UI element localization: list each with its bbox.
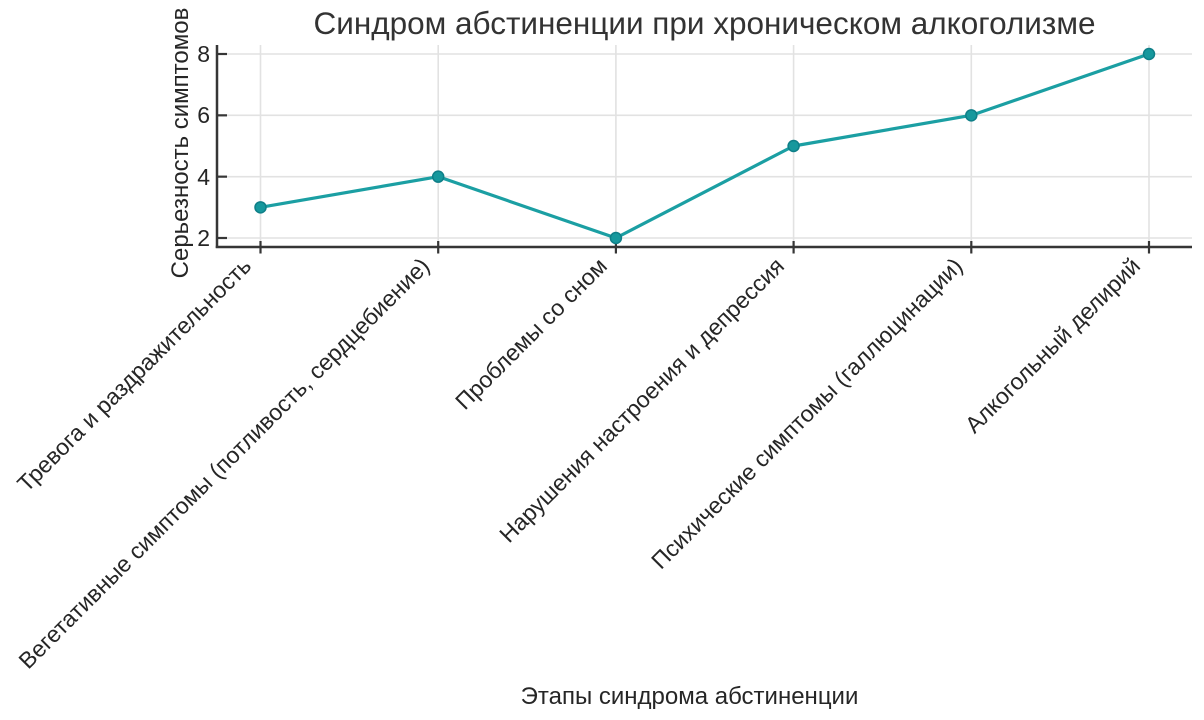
data-point-marker bbox=[1142, 47, 1156, 61]
data-point-marker bbox=[965, 109, 978, 122]
x-axis-label: Этапы синдрома абстиненции bbox=[520, 683, 859, 710]
y-tick-label: 2 bbox=[197, 225, 210, 251]
data-point-marker bbox=[254, 201, 267, 214]
y-tick-label: 6 bbox=[197, 102, 210, 129]
data-point-marker bbox=[609, 231, 623, 245]
data-point-marker bbox=[787, 139, 800, 153]
y-tick-label: 4 bbox=[197, 163, 210, 190]
y-tick-label: 8 bbox=[197, 40, 210, 67]
data-point-marker bbox=[431, 170, 445, 183]
chart-title: Синдром абстиненции при хроническом алко… bbox=[313, 5, 1096, 41]
severity-line-series bbox=[260, 52, 1150, 240]
